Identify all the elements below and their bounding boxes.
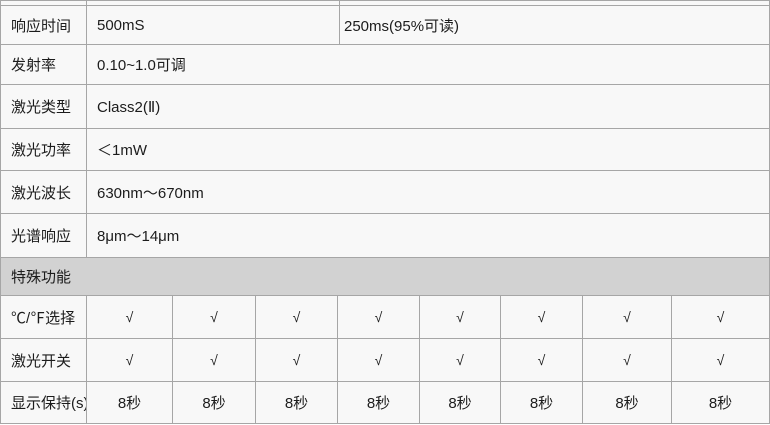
spec-value-secondary: 250ms(95%可读) (344, 17, 460, 35)
value-cell: 8秒 (420, 382, 501, 423)
spec-row-laser-type: 激光类型 Class2(Ⅱ) (1, 85, 769, 129)
check-cell: √ (716, 309, 725, 325)
value-cell: 8秒 (173, 382, 256, 423)
spec-value: 500mS (87, 6, 340, 44)
check-cell: √ (501, 339, 583, 381)
spec-value: Class2(Ⅱ) (97, 98, 161, 116)
row-label: ℃/℉选择 (1, 296, 87, 338)
check-cell: √ (87, 339, 173, 381)
value-cell: 8秒 (338, 382, 420, 423)
check-cell: √ (420, 296, 501, 338)
value-cell: 8秒 (583, 382, 672, 423)
check-cell: √ (338, 339, 420, 381)
row-label: 光谱响应 (1, 214, 87, 257)
check-cell: √ (87, 296, 173, 338)
check-cell: √ (256, 296, 338, 338)
value-cell: 8秒 (501, 382, 583, 423)
check-cell: √ (583, 339, 672, 381)
spec-row-response-time: 响应时间 500mS 250ms(95%可读) (1, 6, 769, 45)
value-cell: 8秒 (256, 382, 338, 423)
check-cell: √ (716, 352, 725, 368)
check-cell: √ (173, 296, 256, 338)
spec-row-laser-wavelength: 激光波长 630nm～670nm (1, 171, 769, 214)
check-cell: √ (583, 296, 672, 338)
value-cell: 8秒 (708, 395, 733, 412)
value-cell: 8秒 (87, 382, 173, 423)
row-label: 激光类型 (1, 85, 87, 128)
row-label: 显示保持(s) (1, 382, 87, 423)
check-cell: √ (501, 296, 583, 338)
row-label: 响应时间 (1, 6, 87, 44)
check-cell: √ (173, 339, 256, 381)
row-label: 激光开关 (1, 339, 87, 381)
partial-cell (1, 1, 87, 5)
spec-row-emissivity: 发射率 0.10~1.0可调 (1, 45, 769, 85)
spec-value: ＜1mW (97, 142, 147, 159)
check-cell: √ (338, 296, 420, 338)
row-label: 激光功率 (1, 129, 87, 170)
spec-value: 0.10~1.0可调 (97, 57, 186, 74)
partial-cell (340, 1, 769, 5)
section-header-row: 特殊功能 (1, 258, 769, 296)
feature-row-display-hold: 显示保持(s) 8秒 8秒 8秒 8秒 8秒 8秒 8秒 8秒 (1, 382, 769, 424)
feature-row-temp-unit-select: ℃/℉选择 √ √ √ √ √ √ √ √ (1, 296, 769, 339)
table-top-partial-row (1, 1, 769, 6)
row-label: 激光波长 (1, 171, 87, 213)
partial-cell (87, 1, 340, 5)
check-cell: √ (256, 339, 338, 381)
row-label: 发射率 (1, 45, 87, 84)
section-header-label: 特殊功能 (11, 269, 72, 286)
check-cell: √ (420, 339, 501, 381)
spec-value: 630nm～670nm (97, 184, 204, 202)
spec-value: 8μm～14μm (97, 228, 180, 245)
spec-row-laser-power: 激光功率 ＜1mW (1, 129, 769, 171)
feature-row-laser-switch: 激光开关 √ √ √ √ √ √ √ √ (1, 339, 769, 382)
spec-row-spectral-response: 光谱响应 8μm～14μm (1, 214, 769, 258)
